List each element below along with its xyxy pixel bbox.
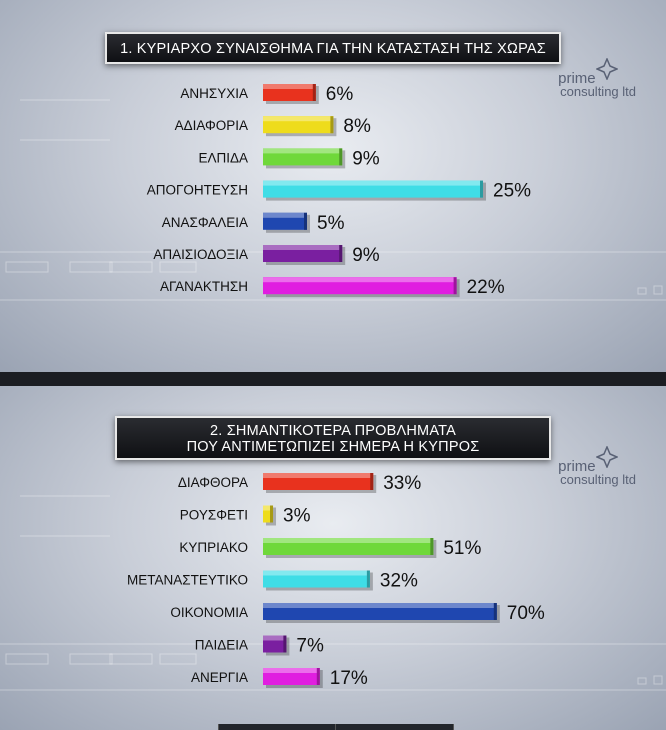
logo-star-icon bbox=[596, 446, 618, 468]
bar bbox=[263, 116, 337, 137]
chart-title-line: 1. ΚΥΡΙΑΡΧΟ ΣΥΝΑΙΣΘΗΜΑ ΓΙΑ ΤΗΝ ΚΑΤΑΣΤΑΣΗ… bbox=[120, 41, 546, 57]
chart-panel-2: 2. ΣΗΜΑΝΤΙΚΟΤΕΡΑ ΠΡΟΒΛΗΜΑΤΑ ΠΟΥ ΑΝΤΙΜΕΤΩ… bbox=[0, 386, 666, 730]
bar-chart-1: ΑΝΗΣΥΧΙΑ 6% ΑΔΙΑΦΟΡΙΑ 8% ΕΛΠΙΔΑ 9% ΑΠΟΓΟΗΤΕΥΣΗ… bbox=[147, 84, 531, 298]
value-label: 70% bbox=[507, 603, 545, 624]
prime-consulting-logo: prime consulting ltd bbox=[558, 58, 636, 99]
category-label: ΑΝΑΣΦΑΛΕΙΑ bbox=[162, 215, 248, 230]
value-label: 6% bbox=[326, 84, 354, 105]
bar bbox=[263, 84, 319, 104]
category-label: ΑΓΑΝΑΚΤΗΣΗ bbox=[160, 279, 248, 294]
chart-title-2: 2. ΣΗΜΑΝΤΙΚΟΤΕΡΑ ΠΡΟΒΛΗΜΑΤΑ ΠΟΥ ΑΝΤΙΜΕΤΩ… bbox=[115, 416, 551, 460]
category-label: ΡΟΥΣΦΕΤΙ bbox=[180, 508, 248, 523]
bar bbox=[263, 603, 500, 623]
value-label: 5% bbox=[317, 213, 345, 234]
value-label: 7% bbox=[296, 636, 324, 657]
category-label: ΑΝΕΡΓΙΑ bbox=[191, 670, 248, 685]
category-label: ΑΔΙΑΦΟΡΙΑ bbox=[175, 118, 248, 133]
category-label: ΔΙΑΦΘΟΡΑ bbox=[178, 475, 248, 490]
logo-star-icon bbox=[596, 58, 618, 80]
bar bbox=[263, 635, 290, 656]
bar bbox=[263, 505, 277, 526]
category-label: ΑΠΑΙΣΙΟΔΟΞΙΑ bbox=[153, 247, 248, 262]
bar bbox=[263, 473, 377, 493]
value-label: 9% bbox=[352, 148, 380, 169]
logo-text-prime: prime bbox=[558, 70, 596, 87]
bar bbox=[263, 277, 460, 298]
value-label: 32% bbox=[380, 571, 418, 592]
category-label: ΕΛΠΙΔΑ bbox=[198, 150, 248, 165]
bar bbox=[263, 668, 323, 688]
logo-text-consulting: consulting ltd bbox=[560, 472, 636, 487]
chart-title-line: 2. ΣΗΜΑΝΤΙΚΟΤΕΡΑ ΠΡΟΒΛΗΜΑΤΑ bbox=[210, 423, 456, 439]
value-label: 8% bbox=[343, 116, 371, 137]
bar bbox=[263, 148, 346, 169]
bottom-control-bar bbox=[218, 724, 454, 730]
prime-consulting-logo: prime consulting ltd bbox=[558, 446, 636, 487]
value-label: 33% bbox=[383, 473, 421, 494]
category-label: ΚΥΠΡΙΑΚΟ bbox=[179, 540, 248, 555]
category-label: ΠΑΙΔΕΙΑ bbox=[195, 638, 248, 653]
bar bbox=[263, 570, 373, 591]
logo-text-consulting: consulting ltd bbox=[560, 84, 636, 99]
category-label: ΑΝΗΣΥΧΙΑ bbox=[180, 86, 248, 101]
chart-title-1: 1. ΚΥΡΙΑΡΧΟ ΣΥΝΑΙΣΘΗΜΑ ΓΙΑ ΤΗΝ ΚΑΤΑΣΤΑΣΗ… bbox=[105, 32, 561, 64]
bar bbox=[263, 212, 310, 233]
value-label: 51% bbox=[443, 538, 481, 559]
value-label: 17% bbox=[330, 668, 368, 689]
bar bbox=[263, 245, 346, 265]
value-label: 25% bbox=[493, 181, 531, 202]
category-label: ΟΙΚΟΝΟΜΙΑ bbox=[170, 605, 248, 620]
logo-text-prime: prime bbox=[558, 458, 596, 475]
chart-title-line: ΠΟΥ ΑΝΤΙΜΕΤΩΠΙΖΕΙ ΣΗΜΕΡΑ Η ΚΥΠΡΟΣ bbox=[186, 439, 480, 455]
bar bbox=[263, 538, 437, 558]
value-label: 3% bbox=[283, 506, 311, 527]
bar bbox=[263, 180, 486, 201]
category-label: ΑΠΟΓΟΗΤΕΥΣΗ bbox=[147, 183, 248, 198]
category-label: ΜΕΤΑΝΑΣΤΕΥΤΙΚΟ bbox=[127, 573, 248, 588]
value-label: 9% bbox=[352, 245, 380, 266]
value-label: 22% bbox=[467, 277, 505, 298]
bar-chart-2: ΔΙΑΦΘΟΡΑ 33% ΡΟΥΣΦΕΤΙ 3% ΚΥΠΡΙΑΚΟ 51% ΜΕΤΑΝΑΣΤ… bbox=[127, 473, 545, 689]
chart-panel-1: 1. ΚΥΡΙΑΡΧΟ ΣΥΝΑΙΣΘΗΜΑ ΓΙΑ ΤΗΝ ΚΑΤΑΣΤΑΣΗ… bbox=[0, 0, 666, 372]
